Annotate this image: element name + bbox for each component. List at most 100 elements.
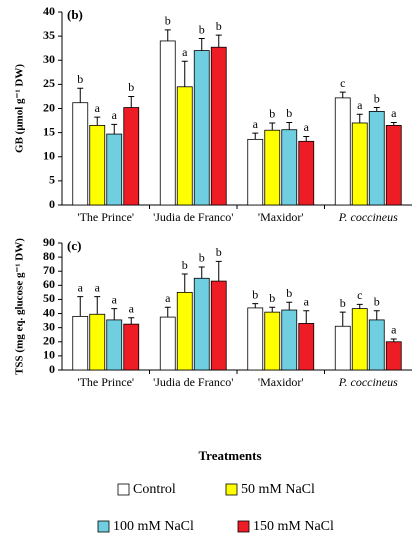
legend-label: 100 mM NaCl [113,519,194,534]
y-tick-label: 60 [43,277,55,291]
error-bar [269,306,276,313]
bar [334,97,351,206]
bar [264,311,281,371]
significance-letter: a [129,302,135,316]
significance-letter: b [182,258,188,272]
y-tick-label: 30 [43,52,55,66]
significance-letter: b [216,19,222,33]
significance-letter: b [269,291,275,305]
bar [72,102,89,206]
error-bar [252,132,259,140]
error-bar [356,303,363,309]
error-bar [94,296,101,315]
significance-letter: b [374,294,380,308]
x-tick-label: 'Maxidor' [258,210,304,224]
error-bar [286,301,293,311]
y-tick-label: 30 [43,319,55,333]
significance-letter: c [340,76,345,90]
bar [247,307,264,371]
bar [281,129,298,206]
error-bar [181,273,188,293]
bar [193,277,210,371]
significance-letter: a [357,98,363,112]
x-tick-label: 'Judia de Franco' [153,375,233,389]
y-tick-label: 40 [43,4,55,18]
error-bar [77,87,84,103]
significance-letter: a [253,117,259,131]
significance-letter: b [165,14,171,28]
y-tick-label: 50 [43,291,55,305]
bar [210,46,227,206]
error-bar [215,34,222,48]
x-tick-label: P. coccineus [338,375,398,389]
legend-label: Control [133,482,176,497]
error-bar [252,303,259,308]
bar [89,124,106,206]
bar [264,129,281,206]
significance-letter: a [112,108,118,122]
significance-letter: a [95,280,101,294]
error-bar [373,107,380,112]
x-tick-label: 'Maxidor' [258,375,304,389]
legend-swatch [117,483,130,496]
bar [123,107,140,206]
x-tick-label: P. coccineus [338,210,398,224]
x-tick-label: 'The Prince' [77,375,134,389]
error-bar [215,260,222,282]
significance-letter: c [357,288,362,302]
y-axis-title: GB (μmol g⁻¹ DW) [14,64,26,153]
bar [351,308,368,371]
y-tick-label: 25 [43,76,55,90]
bar [368,110,385,206]
bar [106,133,123,206]
significance-letter: a [304,294,310,308]
error-bar [339,91,346,98]
error-bar [94,116,101,126]
panel-label: (c) [67,238,81,253]
error-bar [164,306,171,318]
y-tick-label: 70 [43,263,55,277]
significance-letter: b [77,72,83,86]
legend-swatch [97,520,110,533]
significance-letter: a [391,323,397,337]
legend-swatch [237,520,250,533]
significance-letter: b [216,245,222,259]
bar [298,140,315,206]
legend-label: 50 mM NaCl [241,482,315,497]
y-tick-label: 20 [43,100,55,114]
bar [351,122,368,206]
error-bar [128,95,135,108]
significance-letter: b [199,251,205,265]
panel-label: (b) [67,7,83,22]
error-bar [390,121,397,126]
y-tick-label: 80 [43,249,55,263]
y-tick-label: 40 [43,305,55,319]
error-bar [77,296,84,317]
y-tick-label: 35 [43,28,55,42]
error-bar [181,60,188,87]
error-bar [111,123,118,135]
bar [193,50,210,206]
bar [106,319,123,371]
x-axis-title: Treatments [198,448,261,463]
bar [159,40,176,206]
error-bar [128,317,135,325]
significance-letter: a [78,280,84,294]
error-bar [198,38,205,51]
y-tick-label: 10 [43,348,55,362]
y-tick-label: 15 [43,124,55,138]
y-tick-label: 90 [43,235,55,249]
bar [247,138,264,206]
error-bar [198,266,205,279]
bar [298,323,315,371]
bar [176,86,193,206]
y-tick-label: 5 [49,173,55,187]
bar [210,280,227,371]
bar [385,341,402,371]
x-tick-label: 'The Prince' [77,210,134,224]
significance-letter: b [374,91,380,105]
significance-letter: a [95,101,101,115]
bar [176,291,193,371]
error-bar [111,308,118,320]
